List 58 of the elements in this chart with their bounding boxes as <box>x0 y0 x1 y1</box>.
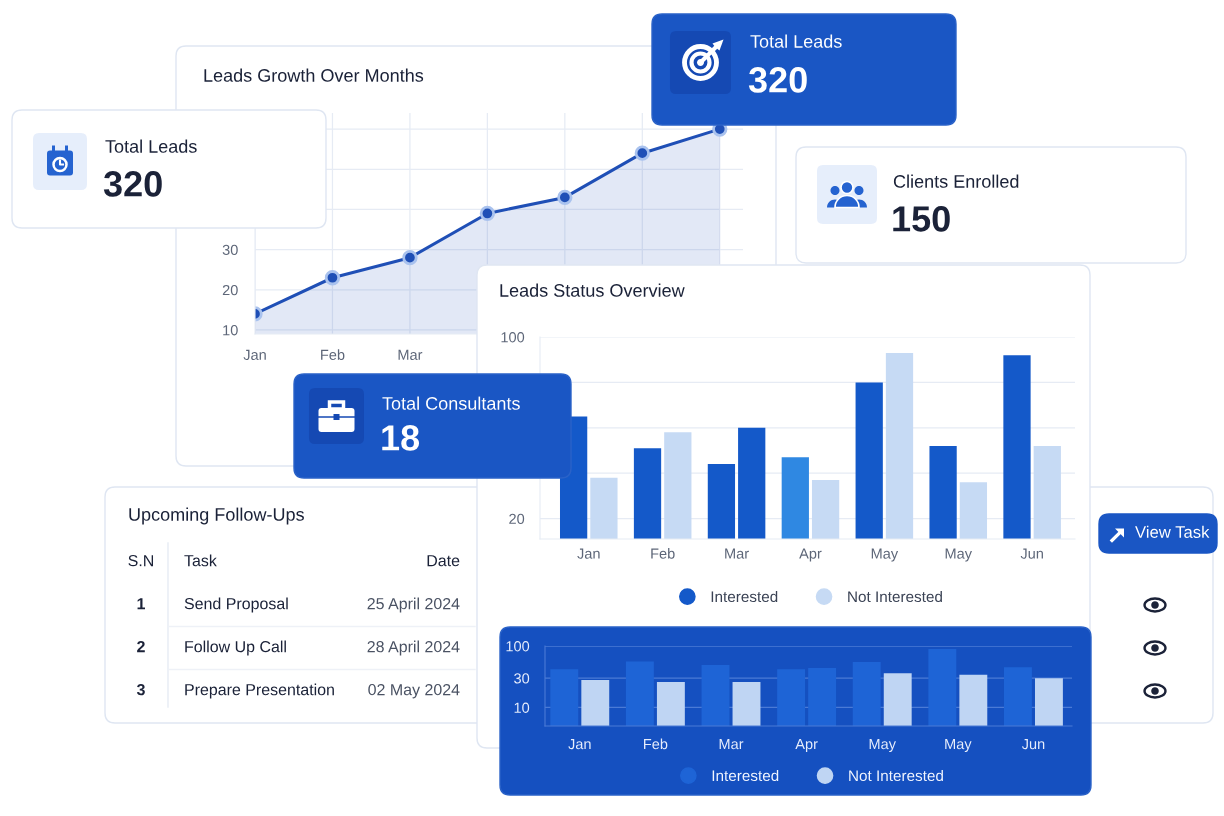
text: 3 <box>136 683 145 696</box>
text: Task <box>184 554 217 567</box>
text: Date <box>427 555 460 567</box>
text: S.N <box>128 554 154 567</box>
y-tick-label: 10 <box>514 702 530 713</box>
text: View Task <box>1135 525 1210 538</box>
legend-label: Interested <box>711 590 778 603</box>
text: 1 <box>137 598 145 610</box>
x-tick-label: Apr <box>795 739 818 753</box>
x-tick-label: Jan <box>577 548 600 559</box>
text: 2 <box>137 640 145 653</box>
point <box>557 189 573 206</box>
text: 25 April 2024 <box>367 597 460 613</box>
x-tick-label: Mar <box>398 349 423 360</box>
x-tick-label: Jan <box>568 739 591 750</box>
text: 150 <box>893 206 950 232</box>
y-tick-label: 10 <box>223 325 238 336</box>
series-label: Not Interested <box>849 769 943 782</box>
y-tick-label: 100 <box>501 332 525 343</box>
x-tick-label: Feb <box>321 349 345 360</box>
y-tick-label: 30 <box>514 673 530 684</box>
text: Total Consultants <box>382 396 520 410</box>
x-tick-label: May <box>945 548 972 562</box>
text: 28 April 2024 <box>367 640 460 656</box>
chart-title: Leads Growth Over Months <box>204 68 424 82</box>
x-tick-label: May <box>871 548 899 562</box>
chart-title: Leads Status Overview <box>500 283 685 297</box>
text: Clients Enrolled <box>893 174 1019 188</box>
text: Total Leads <box>105 139 197 153</box>
text: Follow Up Call <box>185 640 286 656</box>
text: Total Leads <box>750 34 842 48</box>
text: 02 May 2024 <box>368 683 460 699</box>
x-tick-label: Mar <box>725 548 749 559</box>
x-tick-label: Apr <box>799 548 822 562</box>
point <box>479 205 496 222</box>
x-tick-label: May <box>869 739 896 753</box>
text: Prepare Presentation <box>185 683 334 699</box>
text: 320 <box>748 67 807 93</box>
x-tick-label: Feb <box>644 738 668 750</box>
text: 18 <box>382 425 420 451</box>
x-tick-label: Mar <box>719 739 744 750</box>
y-tick-label: 100 <box>506 641 530 652</box>
y-tick-label: 20 <box>509 513 525 524</box>
point <box>324 270 341 286</box>
y-tick-label: 20 <box>222 284 238 296</box>
text: Send Proposal <box>184 597 288 613</box>
x-tick-label: Feb <box>651 548 675 559</box>
x-tick-label: May <box>945 739 972 753</box>
x-tick-label: Jun <box>1020 548 1043 559</box>
x-tick-label: Jan <box>243 349 266 360</box>
point <box>402 250 418 266</box>
point <box>634 145 650 161</box>
text: Upcoming Follow-Ups <box>129 507 304 525</box>
x-tick-label: Jun <box>1021 739 1045 750</box>
text: 320 <box>103 171 162 197</box>
legend-label: Not Interested <box>848 590 942 603</box>
y-tick-label: 30 <box>222 244 238 256</box>
series-label: Interested <box>712 769 779 782</box>
